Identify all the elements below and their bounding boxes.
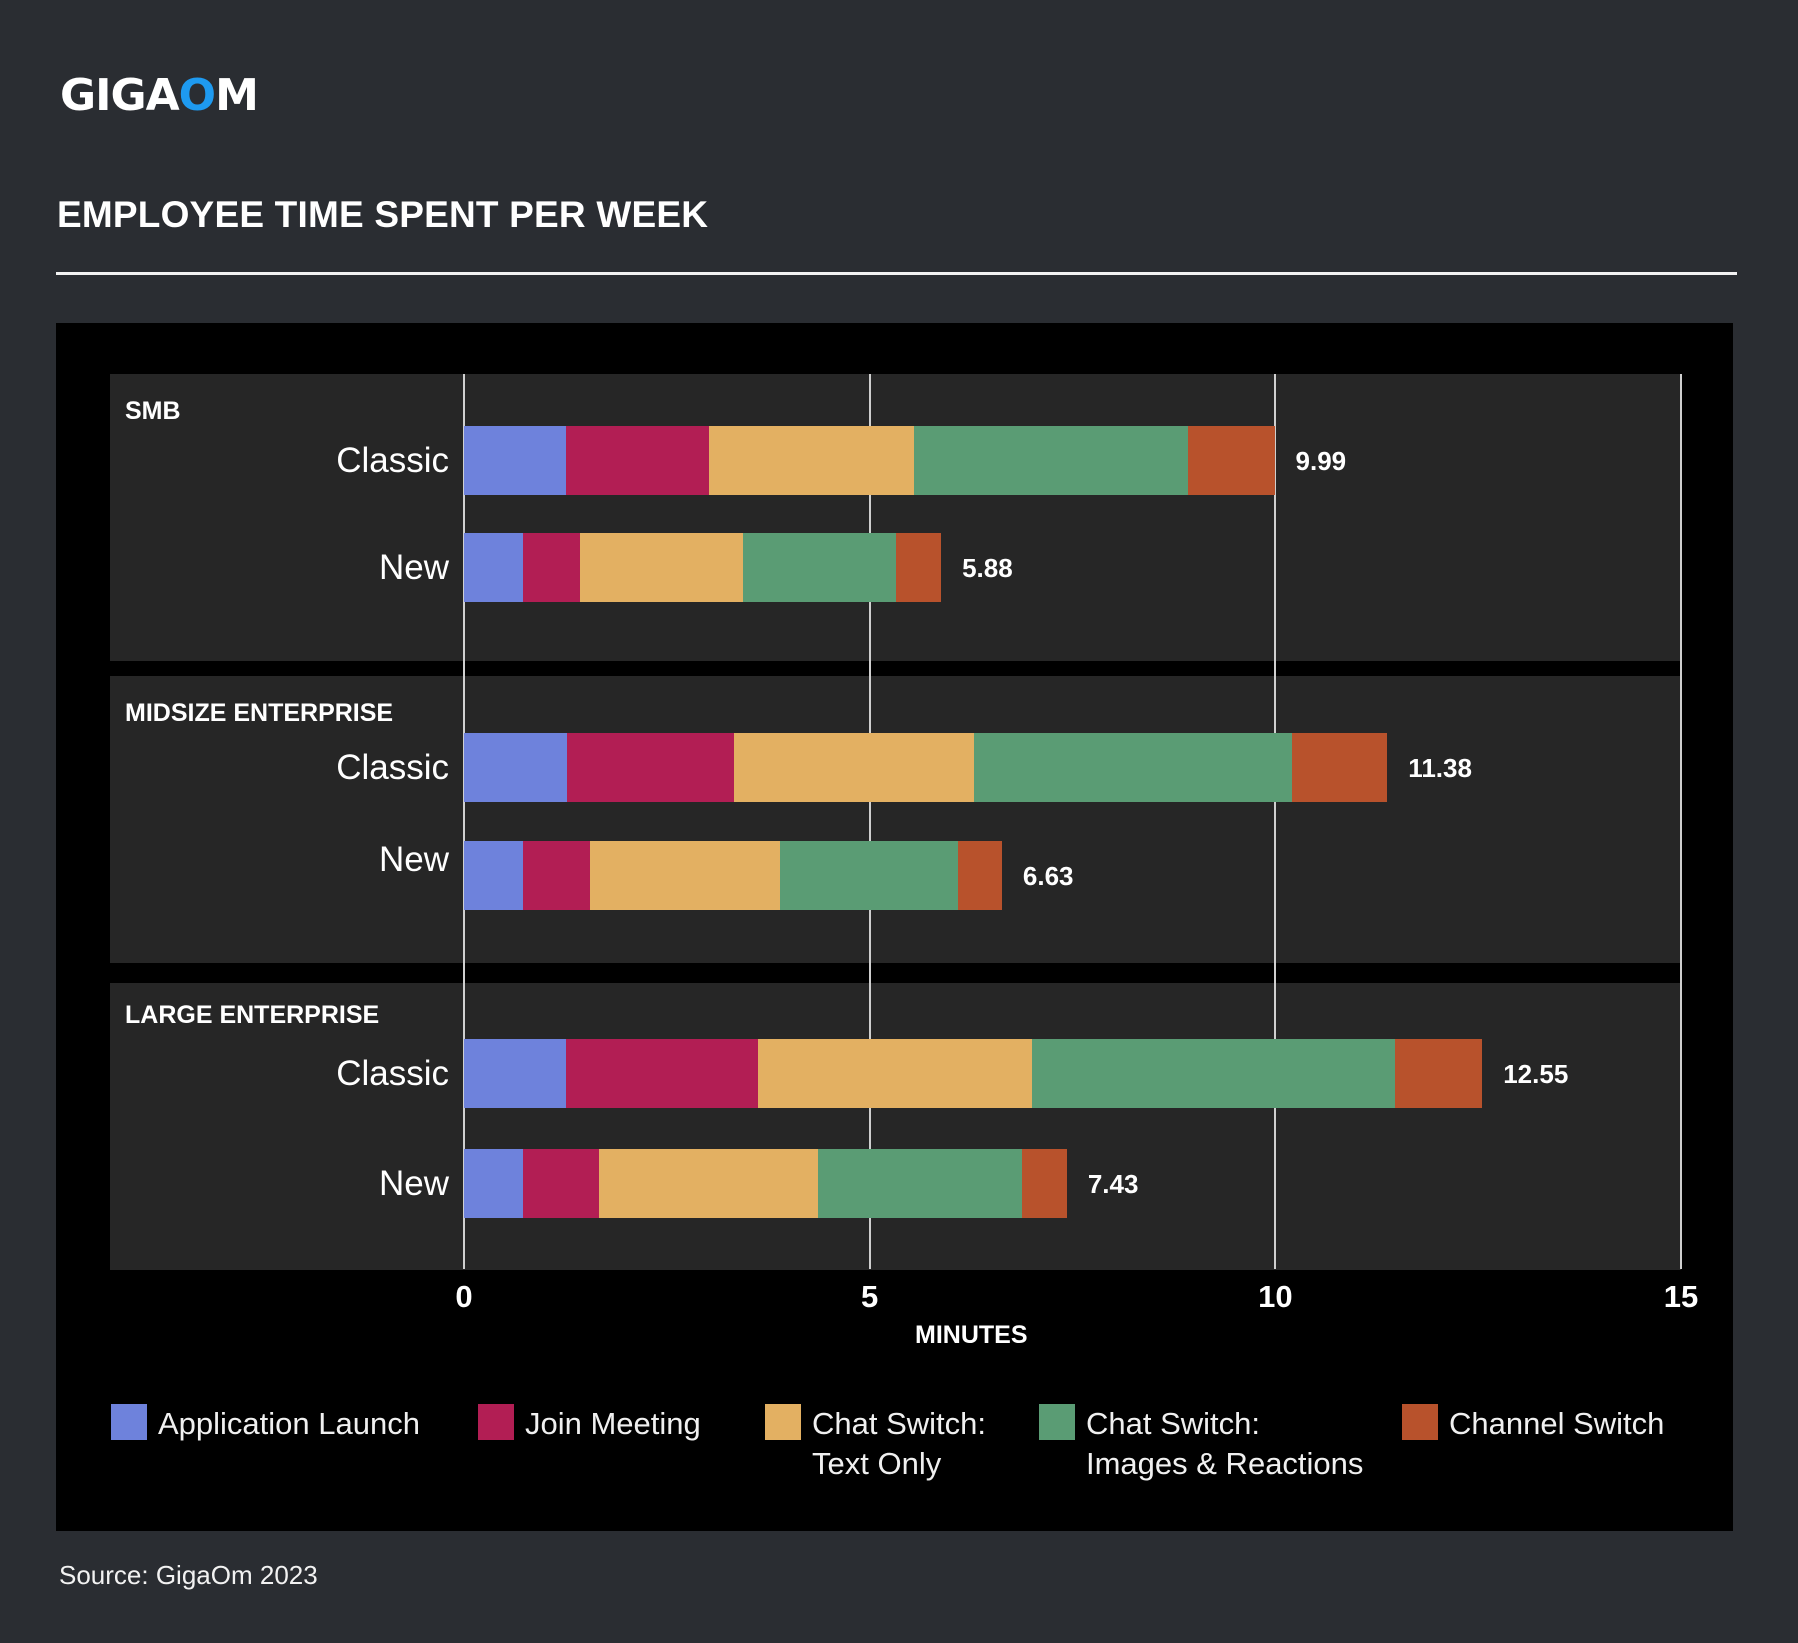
bar-segment-join-meeting xyxy=(523,1149,600,1218)
bar-segment-join-meeting xyxy=(566,426,709,495)
bar-segment-join-meeting xyxy=(523,841,590,910)
bar-total-label: 9.99 xyxy=(1295,445,1347,476)
bar-segment-application-launch xyxy=(464,733,568,802)
bar-segment-channel-switch xyxy=(1187,426,1275,495)
bar-segment-chat-switch-text-only xyxy=(589,841,781,910)
gridline-0 xyxy=(463,374,465,1269)
title-divider xyxy=(56,272,1737,275)
category-label-new: New xyxy=(378,1163,449,1203)
group-label: SMB xyxy=(125,397,181,425)
x-tick-label: 0 xyxy=(455,1279,473,1314)
logo-text-suffix: M xyxy=(215,70,259,121)
legend-swatch xyxy=(765,1404,801,1440)
legend-label: Application Launch xyxy=(158,1406,420,1441)
category-label-classic: Classic xyxy=(336,440,449,480)
legend-swatch xyxy=(478,1404,514,1440)
gigaom-logo: GIGAOM xyxy=(60,74,259,118)
group-label: LARGE ENTERPRISE xyxy=(125,1001,380,1029)
gridline-15 xyxy=(1680,374,1682,1269)
group-panel-2: LARGE ENTERPRISE xyxy=(110,983,1681,1270)
x-tick-label: 15 xyxy=(1663,1279,1699,1314)
bar-segment-application-launch xyxy=(464,426,567,495)
bar-segment-channel-switch xyxy=(896,533,942,602)
bar-segment-application-launch xyxy=(464,841,524,910)
bar-segment-chat-switch-text-only xyxy=(580,533,744,602)
legend-label: Chat Switch: xyxy=(1086,1406,1261,1441)
bar-segment-application-launch xyxy=(464,1039,567,1108)
legend-swatch xyxy=(1039,1404,1075,1440)
bar-segment-chat-switch-text-only xyxy=(757,1039,1032,1108)
legend-label-line2: Text Only xyxy=(812,1446,942,1481)
bar-total-label: 7.43 xyxy=(1087,1168,1139,1199)
legend-swatch xyxy=(1402,1404,1438,1440)
group-label: MIDSIZE ENTERPRISE xyxy=(125,699,394,727)
bar-segment-application-launch xyxy=(464,533,524,602)
bar-total-label: 6.63 xyxy=(1022,860,1074,891)
legend-label: Chat Switch: xyxy=(812,1406,987,1441)
x-axis-label: MINUTES xyxy=(915,1321,1028,1349)
bar-segment-join-meeting xyxy=(566,1039,758,1108)
x-tick-label: 5 xyxy=(861,1279,879,1314)
category-label-new: New xyxy=(378,839,449,879)
group-panel-0: SMB xyxy=(110,374,1681,661)
category-label-classic: Classic xyxy=(336,747,449,787)
bar-total-label: 5.88 xyxy=(962,552,1013,583)
bar-segment-join-meeting xyxy=(567,733,735,802)
bar-segment-chat-switch-images-reactions xyxy=(1031,1039,1396,1108)
bar-segment-chat-switch-images-reactions xyxy=(974,733,1293,802)
gridline-5 xyxy=(868,374,871,1269)
x-tick-label: 10 xyxy=(1258,1279,1293,1314)
gridline-10 xyxy=(1274,374,1277,1269)
category-label-new: New xyxy=(378,547,449,587)
chart-title: EMPLOYEE TIME SPENT PER WEEK xyxy=(57,194,709,235)
group-panel-1: MIDSIZE ENTERPRISE xyxy=(110,676,1681,963)
bar-total-label: 12.55 xyxy=(1503,1058,1569,1089)
bar-segment-channel-switch xyxy=(1395,1039,1483,1108)
bar-segment-application-launch xyxy=(464,1149,524,1218)
bar-segment-chat-switch-images-reactions xyxy=(914,426,1188,495)
legend-label-line2: Images & Reactions xyxy=(1086,1446,1364,1481)
legend-swatch xyxy=(111,1404,147,1440)
bar-segment-channel-switch xyxy=(1022,1149,1067,1218)
bar-segment-chat-switch-images-reactions xyxy=(817,1149,1023,1218)
bar-segment-channel-switch xyxy=(1292,733,1388,802)
source-note: Source: GigaOm 2023 xyxy=(59,1560,318,1590)
bar-segment-chat-switch-text-only xyxy=(709,426,915,495)
legend-label: Join Meeting xyxy=(525,1406,701,1441)
bar-segment-chat-switch-images-reactions xyxy=(743,533,897,602)
legend-label: Channel Switch xyxy=(1449,1406,1665,1441)
bar-segment-join-meeting xyxy=(523,533,580,602)
bar-segment-channel-switch xyxy=(958,841,1002,910)
bar-segment-chat-switch-text-only xyxy=(599,1149,818,1218)
bar-total-label: 11.38 xyxy=(1408,752,1472,783)
logo-accent-o: O xyxy=(178,70,216,121)
category-label-classic: Classic xyxy=(336,1053,449,1093)
bar-segment-chat-switch-text-only xyxy=(734,733,975,802)
bar-segment-chat-switch-images-reactions xyxy=(780,841,959,910)
logo-text-prefix: GIGA xyxy=(60,70,180,121)
